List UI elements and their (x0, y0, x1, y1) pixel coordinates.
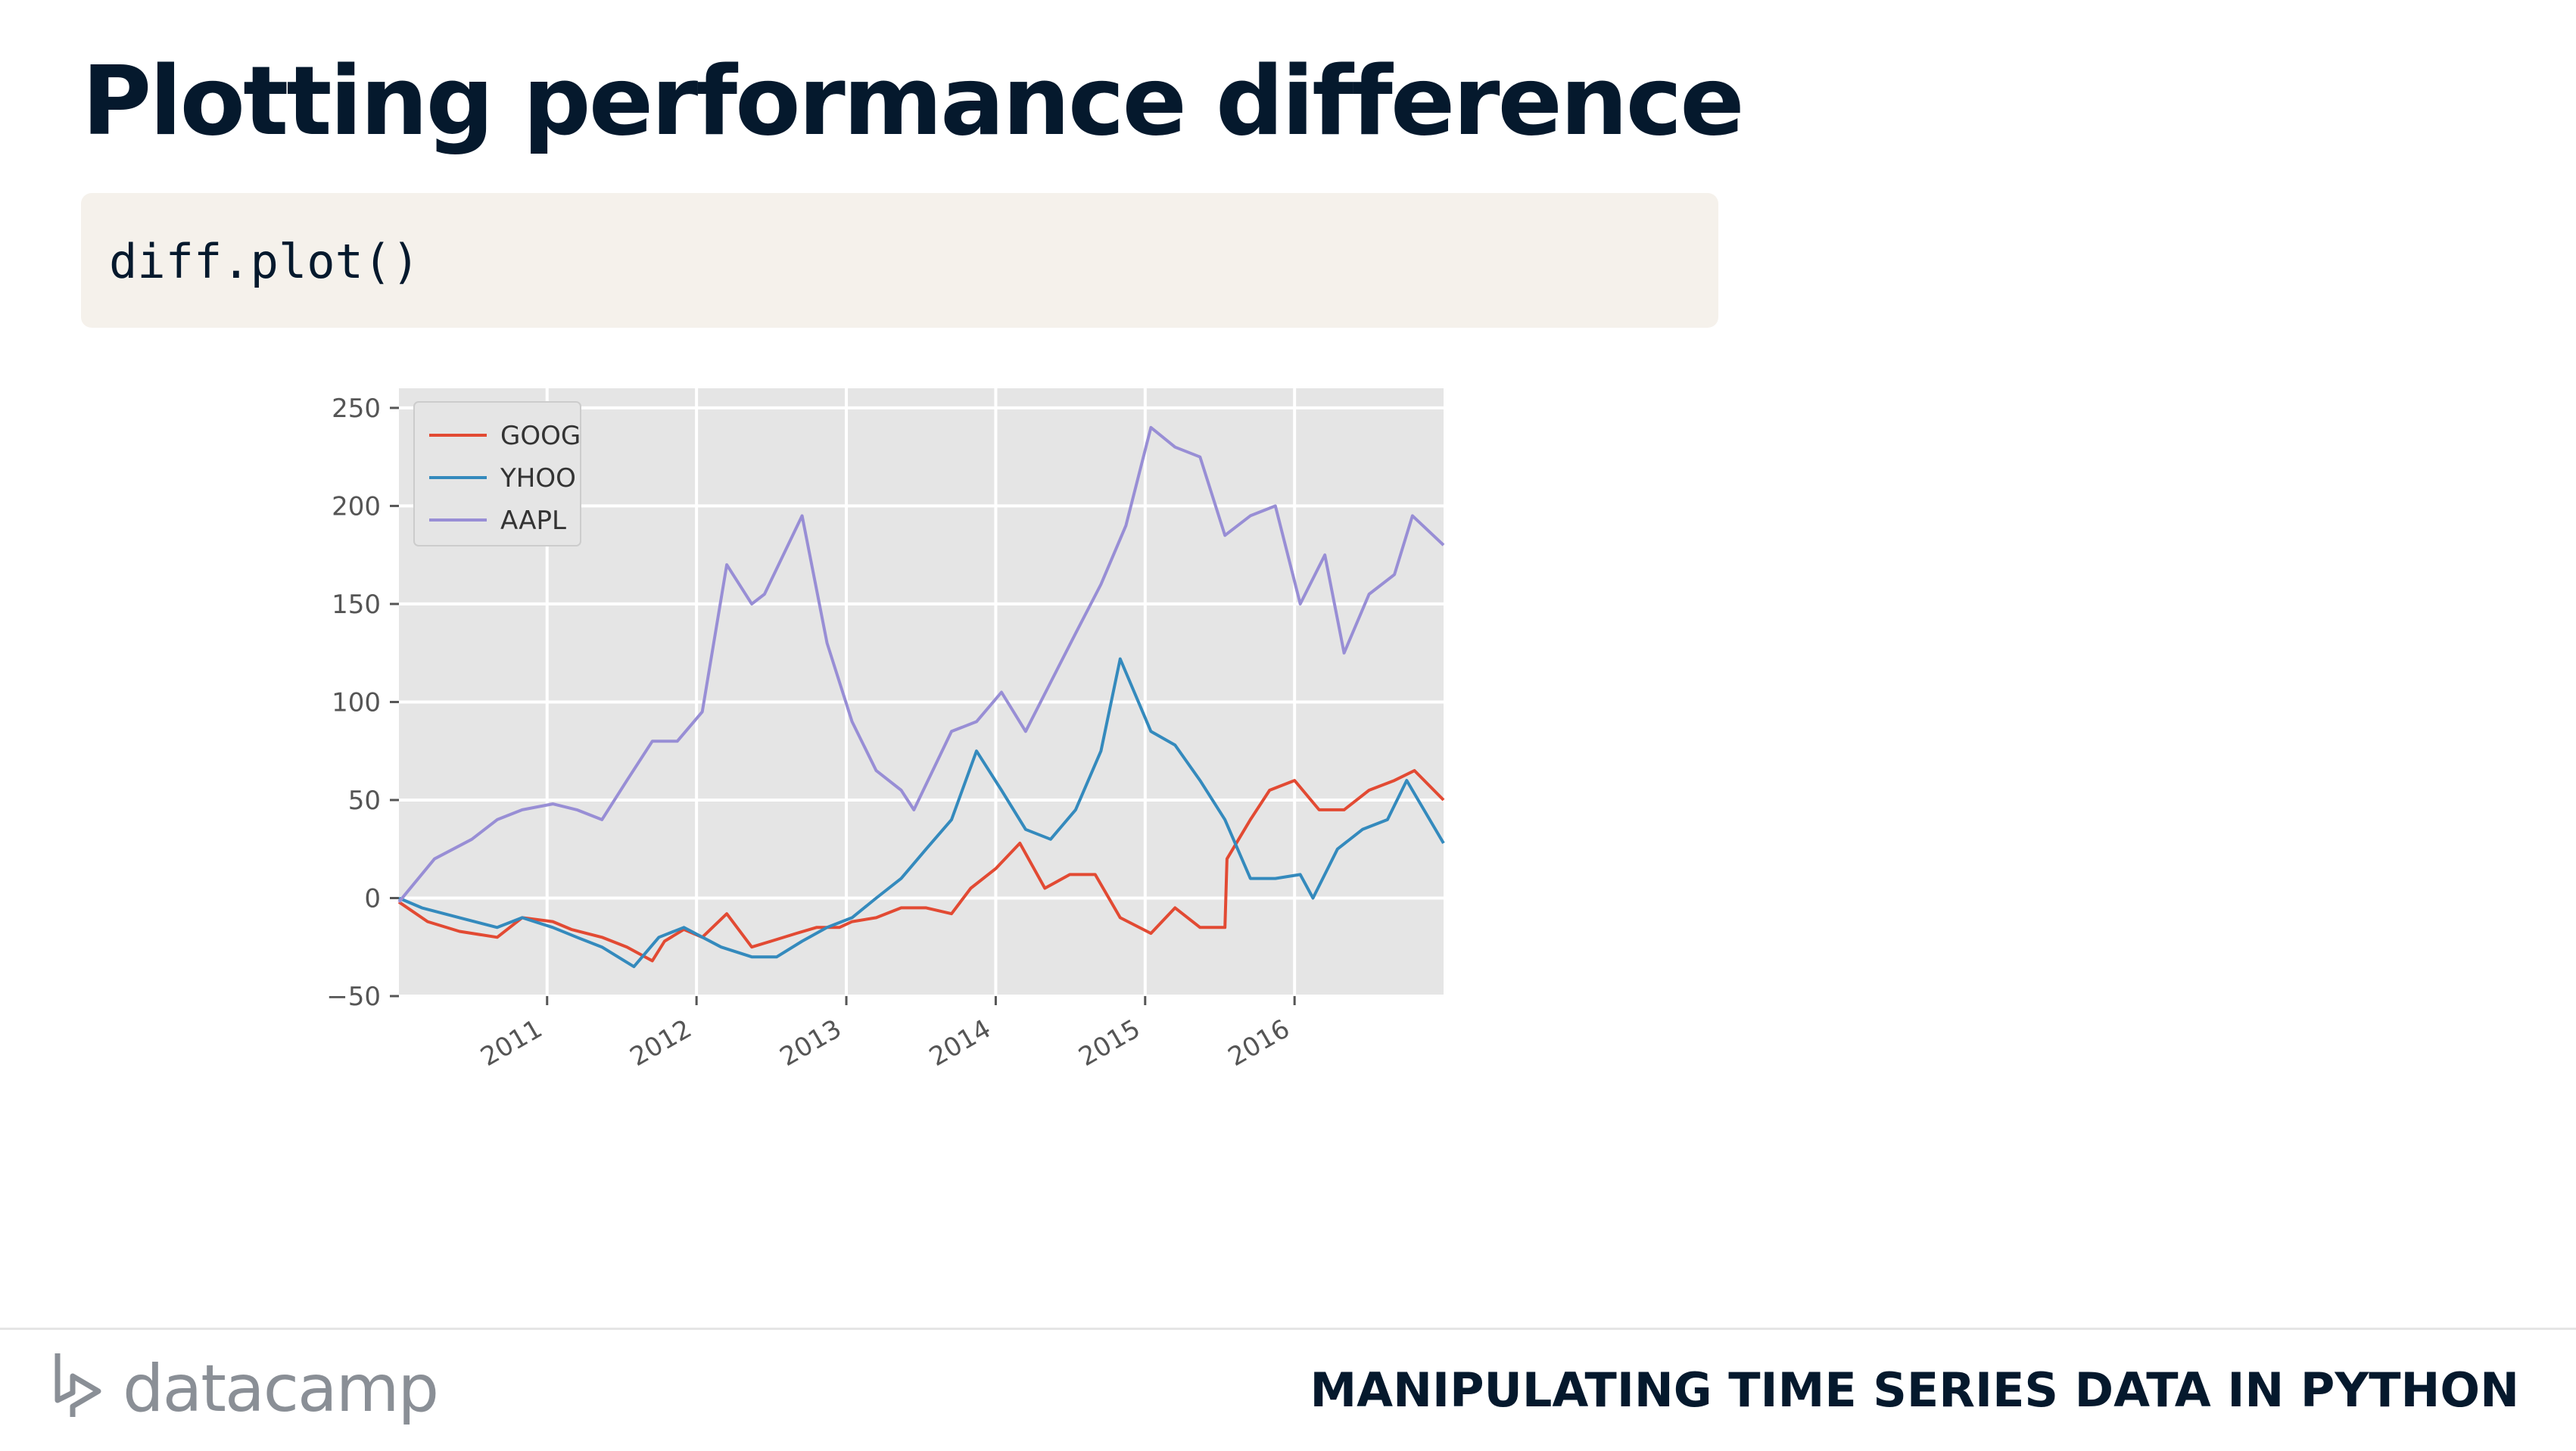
x-tick-label: 2011 (475, 1014, 547, 1073)
x-tick-label: 2014 (924, 1014, 996, 1073)
legend-box (413, 401, 581, 546)
code-text: diff.plot() (109, 234, 420, 289)
y-tick-label: 100 (332, 687, 381, 718)
x-tick-label: 2015 (1073, 1014, 1145, 1073)
x-tick-label: 2013 (775, 1014, 847, 1073)
y-tick-label: 250 (332, 394, 381, 424)
y-tick-label: 0 (364, 883, 381, 914)
x-tick-label: 2012 (625, 1014, 697, 1073)
y-tick-label: −50 (326, 982, 381, 1012)
datacamp-logo-icon (55, 1353, 101, 1417)
y-tick-label: 150 (332, 590, 381, 620)
footer-brand: datacamp (123, 1351, 439, 1427)
legend-label-aapl: AAPL (500, 506, 566, 536)
y-tick-label: 50 (348, 786, 381, 816)
series-lines (397, 425, 1445, 969)
slide-title: Plotting performance difference (82, 45, 1745, 157)
series-line-yhoo (398, 657, 1445, 969)
footer-course-title: MANIPULATING TIME SERIES DATA IN PYTHON (1310, 1362, 2519, 1418)
y-tick-label: 200 (332, 491, 381, 522)
line-chart: −50 0 50 100 150 200 250 2011 2012 2013 2014 2015 20… (326, 388, 1445, 1073)
x-tick-label: 2016 (1223, 1014, 1295, 1073)
series-line-aapl (397, 425, 1445, 903)
code-block: diff.plot() (81, 193, 1718, 328)
legend-label-goog: GOOG (500, 421, 581, 451)
legend: GOOG YHOO AAPL (413, 401, 581, 546)
footer-divider (0, 1328, 2576, 1330)
legend-label-yhoo: YHOO (500, 463, 576, 494)
series-line-goog (397, 769, 1445, 963)
